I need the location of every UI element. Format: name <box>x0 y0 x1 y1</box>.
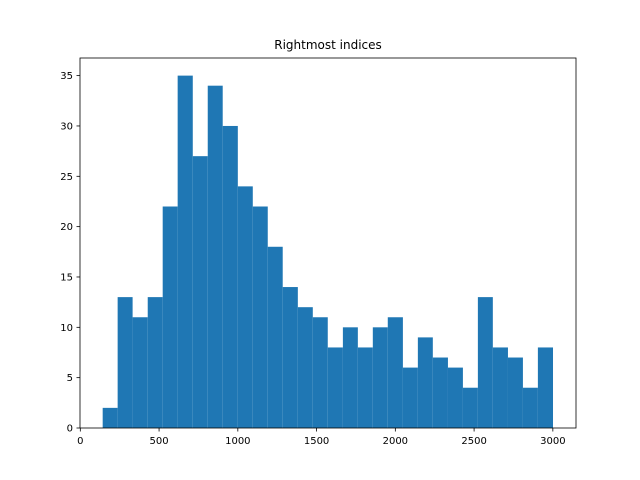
histogram-bar <box>102 407 118 428</box>
y-axis: 0 5 10 15 20 25 30 35 <box>60 71 80 435</box>
histogram-bar <box>507 357 523 428</box>
x-tick-label: 2500 <box>461 436 486 447</box>
histogram-bar <box>282 287 298 428</box>
y-tick-label: 10 <box>60 323 73 334</box>
y-tick-label: 15 <box>60 272 73 283</box>
histogram-bar <box>492 347 508 428</box>
x-tick-label: 500 <box>150 436 169 447</box>
histogram-bar <box>192 156 208 428</box>
histogram-bar <box>162 206 178 428</box>
histogram-bar <box>402 367 418 428</box>
x-tick-label: 1500 <box>304 436 329 447</box>
histogram-bar <box>237 186 253 428</box>
x-tick-label: 2000 <box>383 436 408 447</box>
y-tick-label: 5 <box>67 373 73 384</box>
y-tick-label: 25 <box>60 172 73 183</box>
histogram-bar <box>537 347 554 428</box>
histogram-bar <box>342 327 358 428</box>
histogram-bar <box>222 125 238 429</box>
histogram-bar <box>147 297 163 428</box>
histogram-bar <box>117 297 133 428</box>
histogram-bar <box>297 307 313 428</box>
chart-title: Rightmost indices <box>274 38 382 52</box>
y-tick-label: 30 <box>60 121 73 132</box>
histogram-bar <box>447 367 463 428</box>
histogram-bar <box>252 206 268 428</box>
histogram-bar <box>132 317 148 428</box>
histogram-bar <box>372 327 388 428</box>
plot-frame <box>79 57 577 429</box>
histogram-bar <box>462 387 478 428</box>
x-axis: 0 500 1000 1500 2000 2500 3000 <box>77 428 566 447</box>
histogram-bar <box>327 347 343 428</box>
histogram-bar <box>207 85 223 428</box>
histogram-bar <box>357 347 373 428</box>
histogram-bar <box>477 297 493 428</box>
y-tick-label: 35 <box>60 71 73 82</box>
x-tick-label: 1000 <box>225 436 250 447</box>
histogram-bar <box>267 246 283 428</box>
histogram-bar <box>177 75 193 428</box>
histogram-bar <box>387 317 403 428</box>
histogram-bar <box>417 337 433 428</box>
histogram-bar <box>522 387 538 428</box>
bars-group <box>102 75 554 429</box>
y-tick-label: 20 <box>60 222 73 233</box>
histogram-bar <box>312 317 328 428</box>
x-tick-label: 3000 <box>540 436 565 447</box>
histogram-bar <box>432 357 448 428</box>
x-tick-label: 0 <box>77 436 83 447</box>
y-tick-label: 0 <box>67 424 73 435</box>
